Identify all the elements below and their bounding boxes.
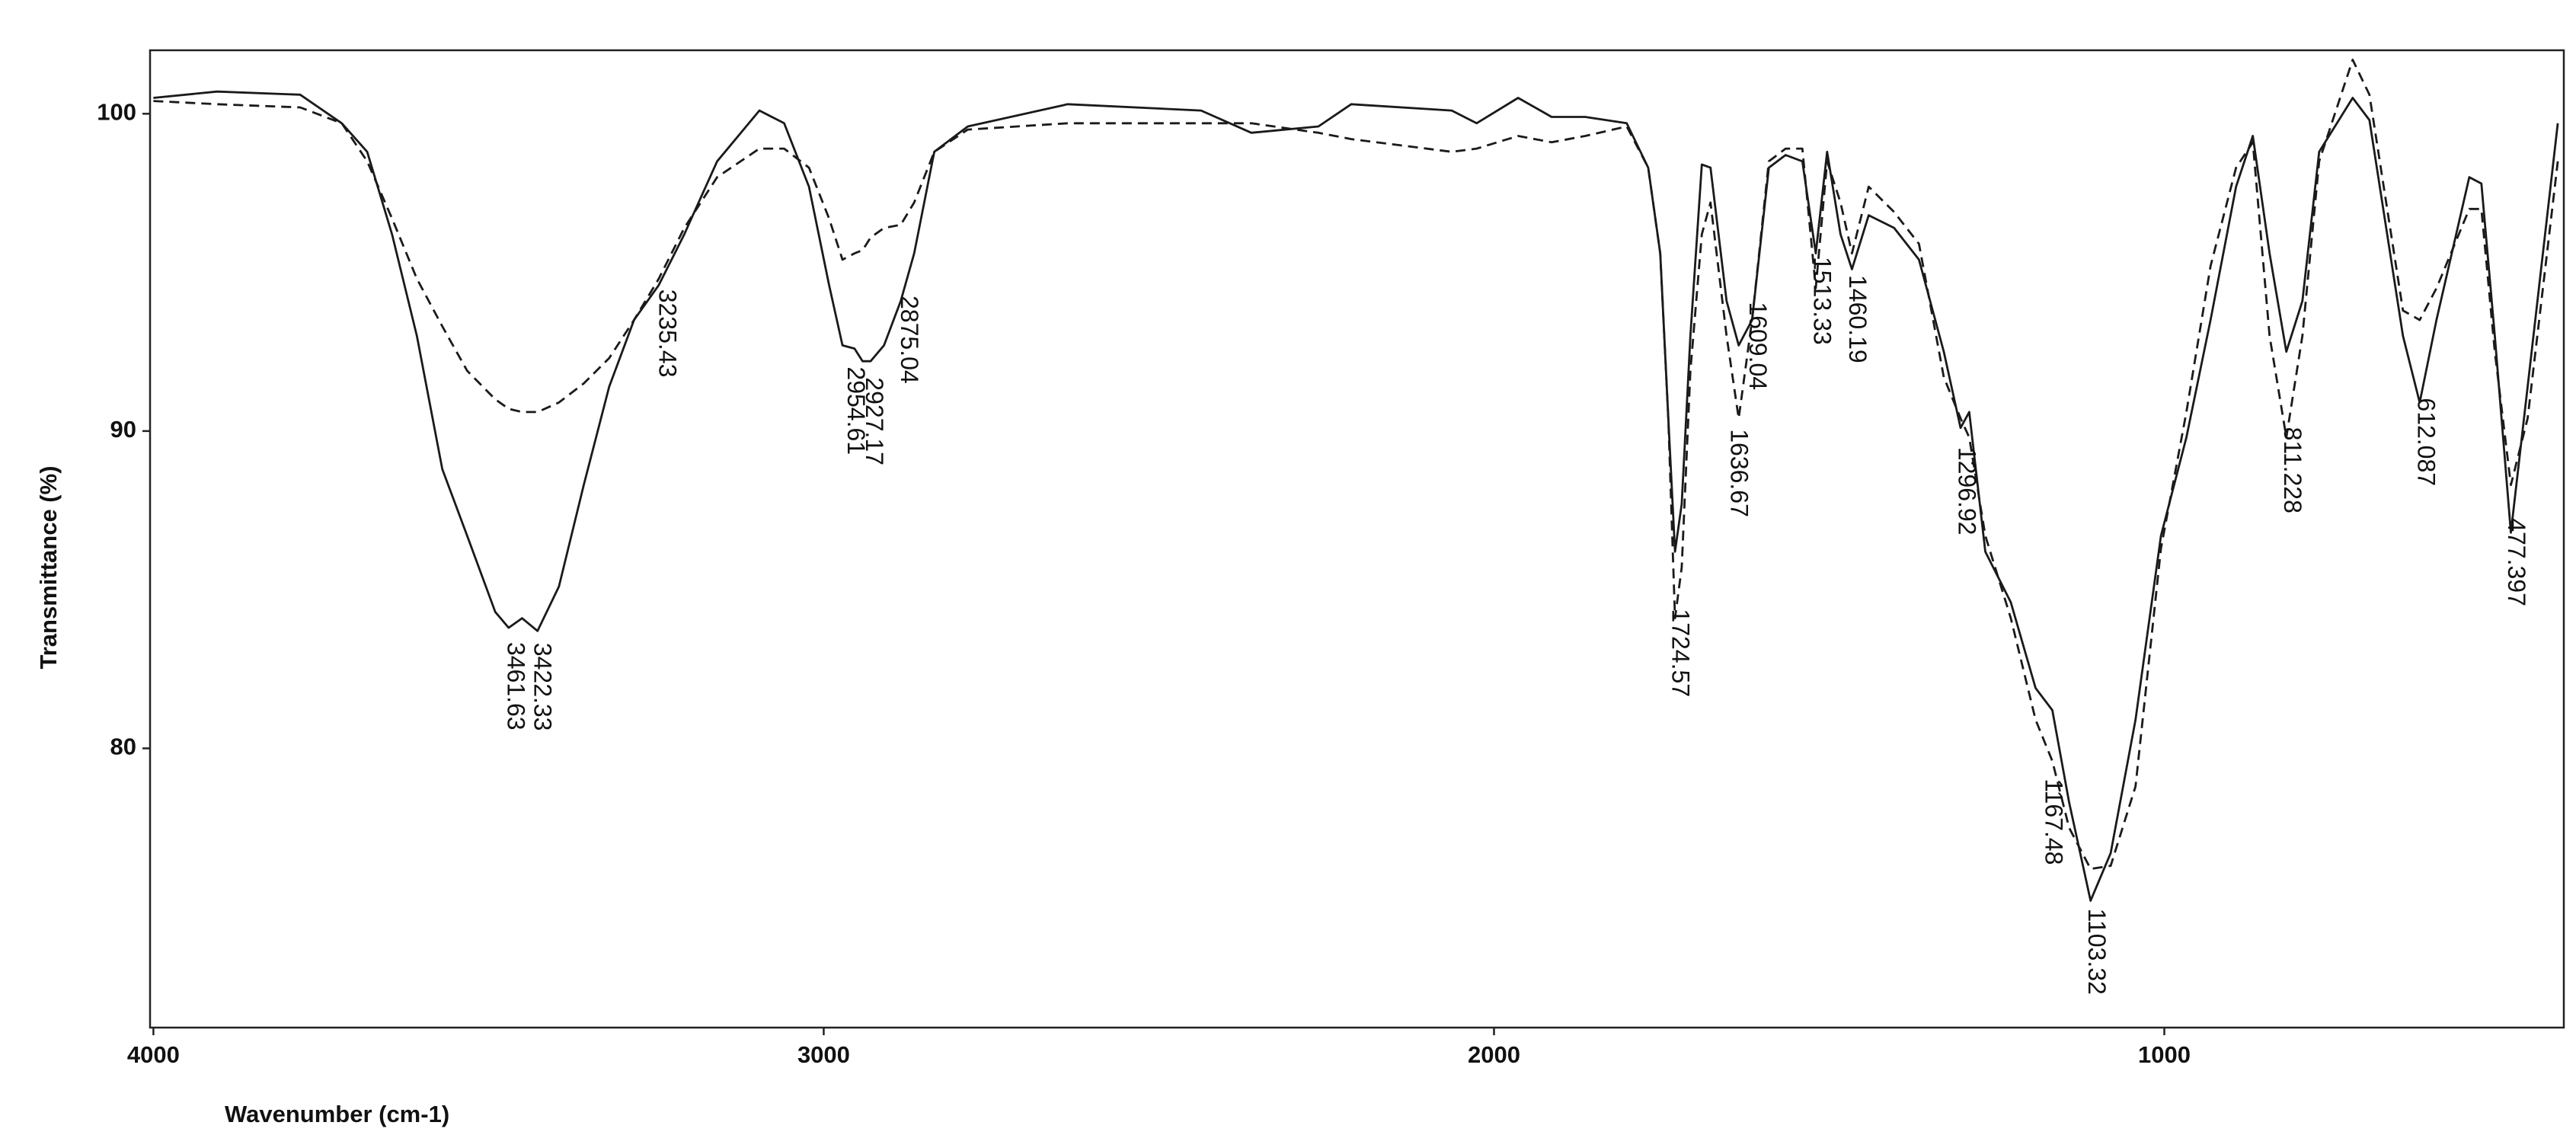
spectrum-line — [153, 59, 2559, 871]
peak-label: 3235.43 — [654, 289, 682, 378]
y-tick-label: 80 — [110, 734, 136, 760]
peak-label: 2927.17 — [861, 377, 888, 465]
peak-label: 1724.57 — [1667, 609, 1694, 697]
peak-label: 612.087 — [2412, 398, 2440, 486]
peak-label: 1296.92 — [1954, 447, 1981, 536]
peak-label: 3461.63 — [503, 642, 530, 731]
plot-frame — [149, 49, 2565, 1029]
peak-label: 1103.32 — [2083, 909, 2111, 995]
x-axis-title: Wavenumber (cm-1) — [225, 1101, 449, 1127]
peak-label: 1513.33 — [1808, 257, 1836, 345]
y-axis-title: Transmittance (%) — [35, 465, 62, 669]
peak-label: 1636.67 — [1726, 429, 1753, 517]
x-tick-label: 3000 — [797, 1041, 850, 1068]
y-tick-label: 90 — [110, 416, 136, 443]
y-tick-label: 100 — [97, 98, 136, 125]
peak-label: 1167.48 — [2041, 779, 2068, 865]
x-tick-label: 4000 — [127, 1041, 180, 1068]
spectrum-line — [153, 90, 2559, 902]
peak-label: 811.228 — [2279, 427, 2306, 513]
x-tick-label: 1000 — [2138, 1041, 2191, 1068]
peak-label: 2875.04 — [896, 296, 923, 384]
peak-label: 2954.61 — [842, 366, 870, 455]
x-tick-label: 2000 — [1468, 1041, 1520, 1068]
peak-label: 477.397 — [2503, 518, 2530, 606]
peak-label: 1609.04 — [1744, 302, 1772, 390]
peak-label: 1460.19 — [1844, 275, 1871, 363]
peak-label: 3422.33 — [529, 643, 556, 731]
